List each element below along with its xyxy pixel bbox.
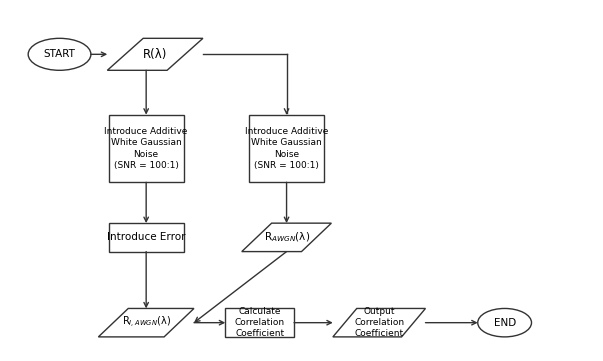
Text: START: START: [43, 49, 75, 59]
Text: Output
Correlation
Coefficient: Output Correlation Coefficient: [354, 307, 404, 338]
Text: Calculate
Correlation
Coefficient: Calculate Correlation Coefficient: [235, 307, 285, 338]
Polygon shape: [333, 308, 426, 337]
Polygon shape: [242, 223, 332, 252]
Text: R$_{AWGN}$(λ): R$_{AWGN}$(λ): [264, 231, 309, 244]
Polygon shape: [98, 308, 194, 337]
Text: R$_{I,AWGN}$(λ): R$_{I,AWGN}$(λ): [122, 315, 171, 330]
Bar: [109, 223, 183, 252]
Text: END: END: [493, 318, 516, 328]
Bar: [226, 308, 294, 337]
Polygon shape: [107, 38, 203, 70]
Text: Introduce Error: Introduce Error: [107, 232, 185, 242]
Bar: [249, 115, 324, 182]
Bar: [109, 115, 183, 182]
Ellipse shape: [28, 38, 91, 70]
Text: Introduce Additive
White Gaussian
Noise
(SNR = 100:1): Introduce Additive White Gaussian Noise …: [245, 127, 328, 170]
Text: Introduce Additive
White Gaussian
Noise
(SNR = 100:1): Introduce Additive White Gaussian Noise …: [104, 127, 188, 170]
Ellipse shape: [478, 308, 531, 337]
Text: R(λ): R(λ): [143, 48, 167, 61]
